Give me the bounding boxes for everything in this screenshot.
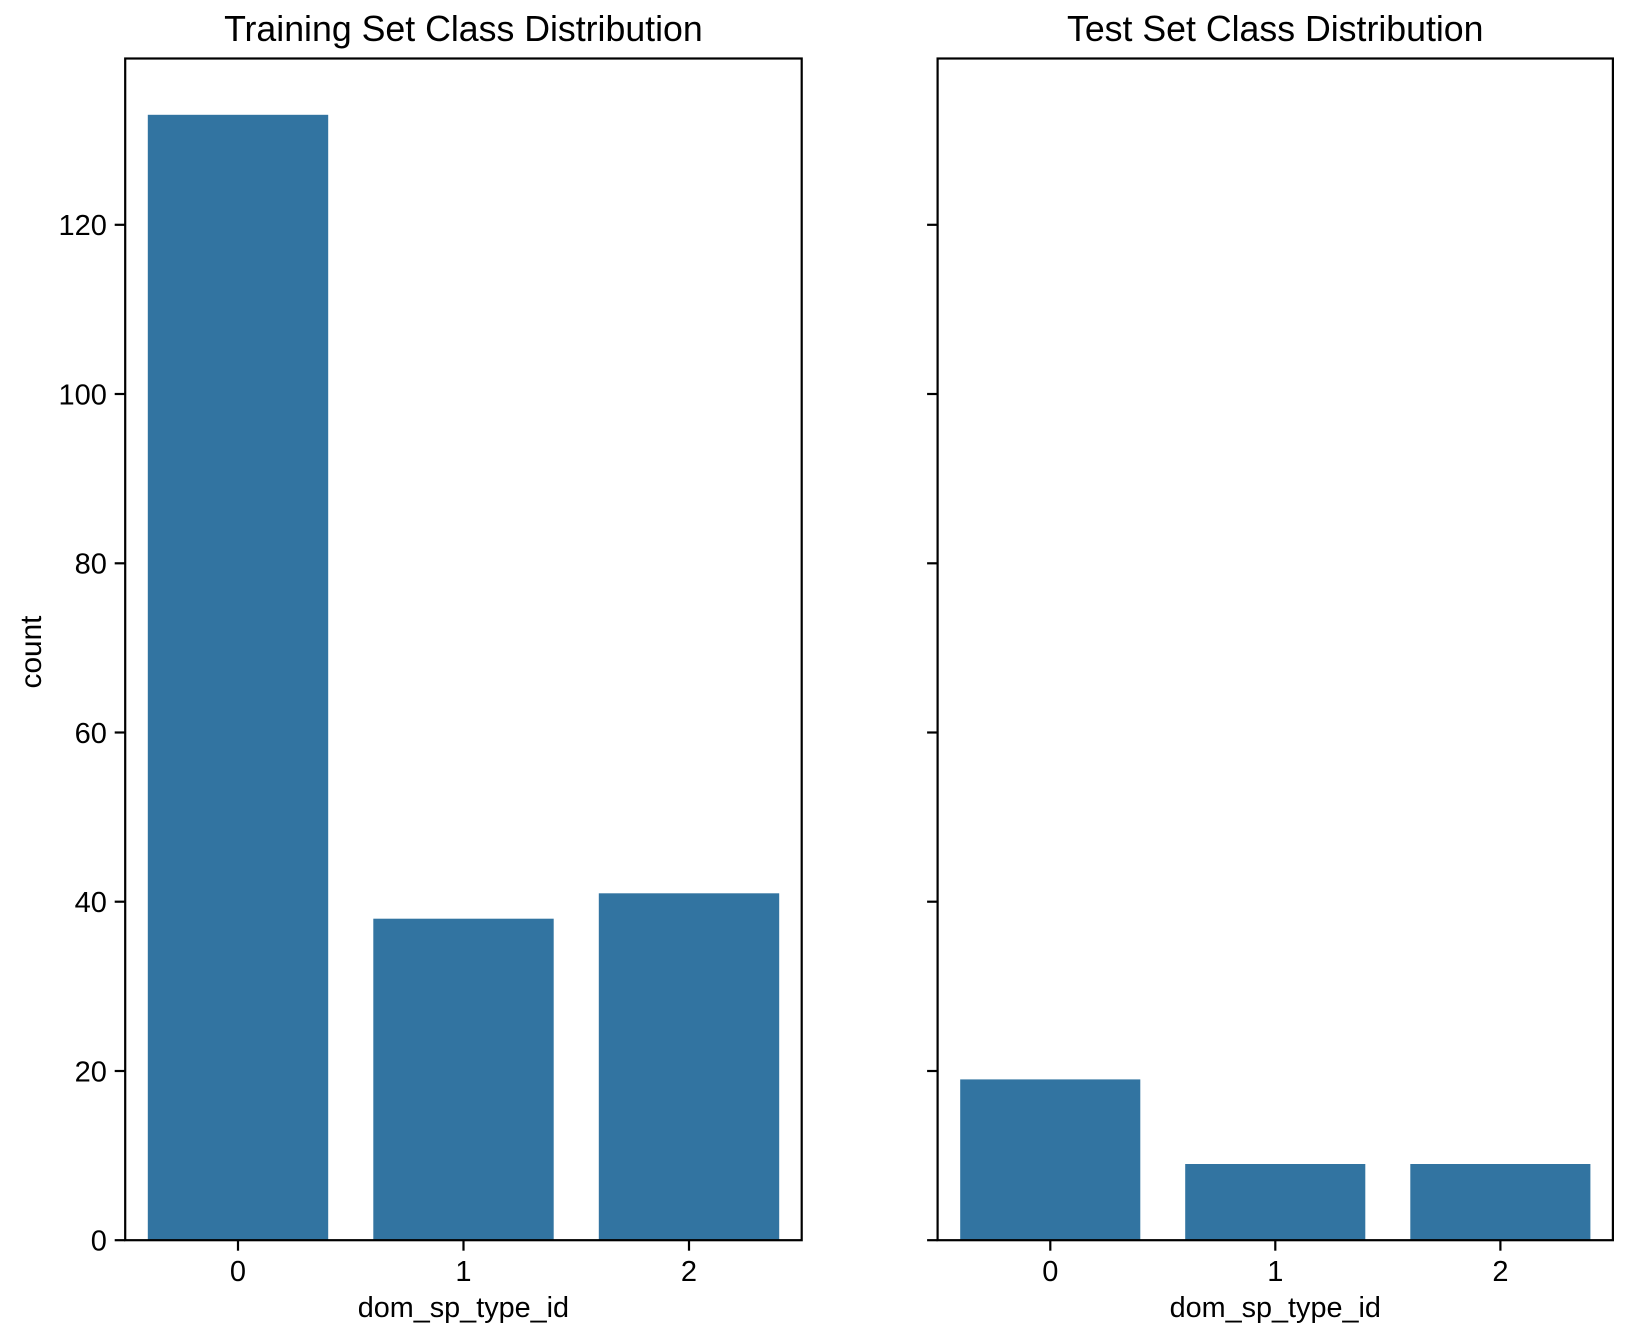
svg-text:0: 0 (230, 1256, 246, 1288)
svg-text:1: 1 (1267, 1256, 1283, 1288)
svg-text:60: 60 (75, 718, 107, 750)
svg-text:dom_sp_type_id: dom_sp_type_id (358, 1292, 569, 1324)
svg-text:2: 2 (1492, 1256, 1508, 1288)
svg-text:40: 40 (75, 887, 107, 919)
svg-text:1: 1 (455, 1256, 471, 1288)
svg-text:20: 20 (75, 1056, 107, 1088)
svg-text:dom_sp_type_id: dom_sp_type_id (1170, 1292, 1381, 1324)
svg-text:Training Set Class Distributio: Training Set Class Distribution (224, 9, 703, 49)
svg-text:2: 2 (681, 1256, 697, 1288)
svg-text:0: 0 (91, 1226, 107, 1258)
svg-text:120: 120 (59, 210, 107, 242)
svg-text:80: 80 (75, 549, 107, 581)
svg-text:Test Set Class Distribution: Test Set Class Distribution (1067, 9, 1484, 49)
svg-text:100: 100 (59, 379, 107, 411)
svg-text:count: count (15, 615, 48, 689)
svg-text:0: 0 (1042, 1256, 1058, 1288)
